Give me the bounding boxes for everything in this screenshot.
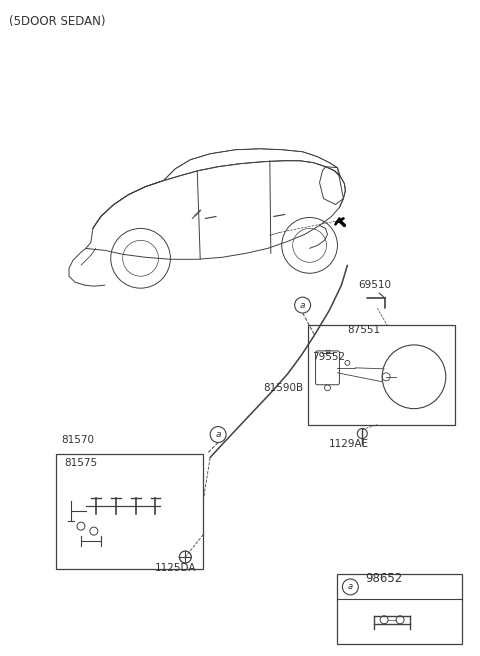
Text: 1125DA: 1125DA bbox=[155, 563, 196, 573]
Circle shape bbox=[295, 297, 311, 313]
Text: 81575: 81575 bbox=[64, 459, 97, 468]
Text: (5DOOR SEDAN): (5DOOR SEDAN) bbox=[9, 15, 106, 28]
Text: a: a bbox=[216, 430, 221, 439]
Text: 79552: 79552 bbox=[312, 352, 346, 362]
Text: a: a bbox=[300, 300, 305, 310]
Text: 81570: 81570 bbox=[61, 434, 94, 445]
Text: 1129AE: 1129AE bbox=[329, 440, 370, 449]
Circle shape bbox=[342, 579, 358, 595]
Text: 98652: 98652 bbox=[365, 572, 403, 585]
Text: 69510: 69510 bbox=[359, 280, 392, 290]
Text: a: a bbox=[348, 583, 353, 592]
Text: 87551: 87551 bbox=[348, 325, 381, 335]
Circle shape bbox=[210, 426, 226, 443]
Text: 81590B: 81590B bbox=[263, 382, 303, 393]
